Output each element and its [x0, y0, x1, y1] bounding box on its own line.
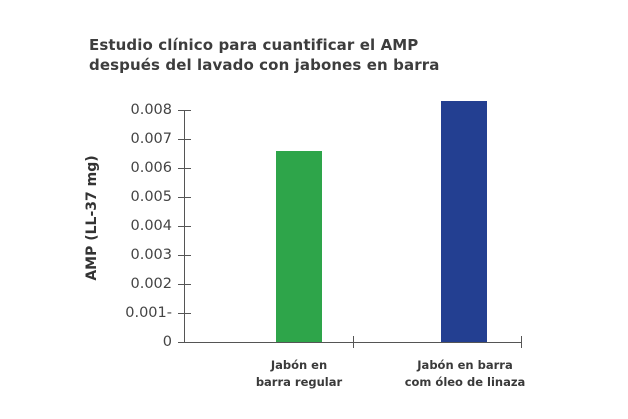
x-axis-tick — [353, 336, 354, 348]
y-axis-tick — [178, 168, 191, 169]
x-category-label-line: Jabón en — [270, 358, 328, 372]
y-axis-tick — [178, 342, 191, 343]
y-axis-tick — [178, 284, 191, 285]
y-tick-label: 0.002 — [130, 276, 172, 292]
y-tick-label: 0.008 — [130, 102, 172, 118]
y-tick-label: 0.001- — [125, 305, 172, 321]
chart-title-line-1: Estudio clínico para cuantificar el AMP — [89, 36, 419, 54]
x-axis-tick — [521, 336, 522, 348]
y-tick-label: 0 — [162, 334, 172, 350]
bar-1 — [276, 151, 322, 342]
y-axis-label: AMP (LL-37 mg) — [84, 155, 100, 281]
x-category-label-line: Jabón en barra — [417, 358, 513, 372]
x-category-label-2: Jabón en barra com óleo de linaza — [405, 357, 526, 391]
y-tick-label: 0.006 — [130, 160, 172, 176]
y-axis-tick — [178, 255, 191, 256]
x-category-label-line: barra regular — [255, 375, 343, 389]
y-tick-label: 0.007 — [130, 131, 172, 147]
chart-title: Estudio clínico para cuantificar el AMP … — [89, 35, 439, 75]
y-axis-tick — [178, 197, 191, 198]
bar-2 — [441, 101, 487, 342]
y-axis-tick — [178, 110, 191, 111]
y-axis-tick — [178, 139, 191, 140]
chart-title-line-2: después del lavado con jabones en barra — [89, 56, 440, 74]
y-tick-label: 0.004 — [130, 218, 172, 234]
y-tick-label: 0.003 — [130, 247, 172, 263]
x-category-label-1: Jabón en barra regular — [256, 357, 342, 391]
y-axis-tick — [178, 313, 191, 314]
x-category-label-line: com óleo de linaza — [404, 375, 526, 389]
y-tick-label: 0.005 — [130, 189, 172, 205]
y-axis-tick — [178, 226, 191, 227]
